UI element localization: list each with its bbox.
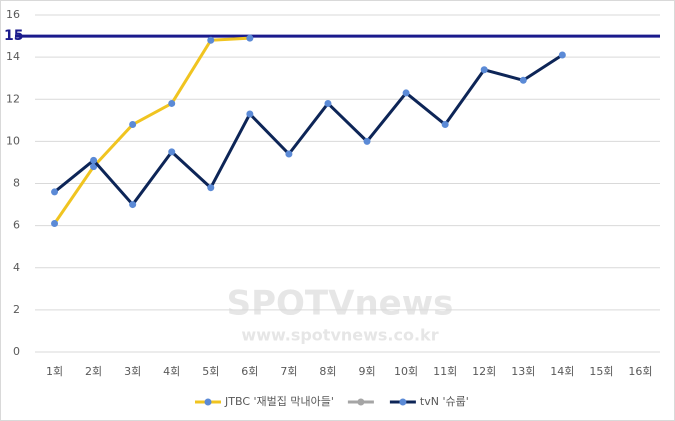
series-line bbox=[53, 53, 564, 207]
y-tick-label: 2 bbox=[13, 303, 20, 316]
y-tick-label: 8 bbox=[13, 177, 20, 190]
data-point bbox=[480, 66, 488, 74]
data-point bbox=[207, 184, 215, 192]
x-tick-label: 14회 bbox=[550, 365, 574, 378]
data-point bbox=[285, 150, 293, 158]
y-tick-label: 0 bbox=[13, 345, 20, 358]
x-tick-label: 1회 bbox=[46, 365, 63, 378]
legend-marker bbox=[357, 398, 365, 406]
y-tick-label: 16 bbox=[6, 8, 20, 21]
data-point bbox=[324, 99, 332, 107]
data-point bbox=[246, 34, 254, 42]
y-tick-label: 14 bbox=[6, 50, 20, 63]
watermark: www.spotvnews.co.kr bbox=[241, 326, 438, 345]
y-tick-label: 4 bbox=[13, 261, 20, 274]
x-tick-label: 8회 bbox=[319, 365, 336, 378]
data-point bbox=[519, 76, 527, 84]
watermark: SPOTVnews bbox=[227, 284, 454, 324]
legend-marker bbox=[399, 398, 407, 406]
legend-label: JTBC '재벌집 막내아들' bbox=[224, 395, 334, 408]
data-point bbox=[129, 121, 137, 129]
legend-label: tvN '슈룹' bbox=[420, 395, 469, 408]
x-tick-label: 13회 bbox=[511, 365, 535, 378]
x-tick-label: 11회 bbox=[433, 365, 457, 378]
x-tick-label: 7회 bbox=[280, 365, 297, 378]
x-tick-label: 9회 bbox=[358, 365, 375, 378]
data-point bbox=[441, 121, 449, 129]
data-point bbox=[90, 156, 98, 164]
x-tick-label: 4회 bbox=[163, 365, 180, 378]
x-tick-label: 2회 bbox=[85, 365, 102, 378]
x-tick-label: 16회 bbox=[628, 365, 652, 378]
data-point bbox=[363, 137, 371, 145]
reference-label: 15 bbox=[4, 28, 23, 44]
x-tick-label: 12회 bbox=[472, 365, 496, 378]
x-tick-label: 6회 bbox=[241, 365, 258, 378]
data-point bbox=[129, 201, 137, 209]
data-point bbox=[168, 99, 176, 107]
data-point bbox=[246, 110, 254, 118]
data-point bbox=[207, 36, 215, 44]
data-point bbox=[51, 220, 59, 228]
data-point bbox=[558, 51, 566, 59]
data-point bbox=[402, 89, 410, 97]
y-tick-label: 10 bbox=[6, 134, 20, 147]
x-tick-label: 3회 bbox=[124, 365, 141, 378]
data-point bbox=[168, 148, 176, 156]
y-tick-label: 6 bbox=[13, 219, 20, 232]
data-point bbox=[90, 163, 98, 171]
legend-marker bbox=[204, 398, 212, 406]
x-tick-label: 5회 bbox=[202, 365, 219, 378]
y-tick-label: 12 bbox=[6, 92, 20, 105]
x-tick-label: 15회 bbox=[589, 365, 613, 378]
x-tick-label: 10회 bbox=[394, 365, 418, 378]
data-point bbox=[51, 188, 59, 196]
series-line bbox=[53, 36, 250, 225]
